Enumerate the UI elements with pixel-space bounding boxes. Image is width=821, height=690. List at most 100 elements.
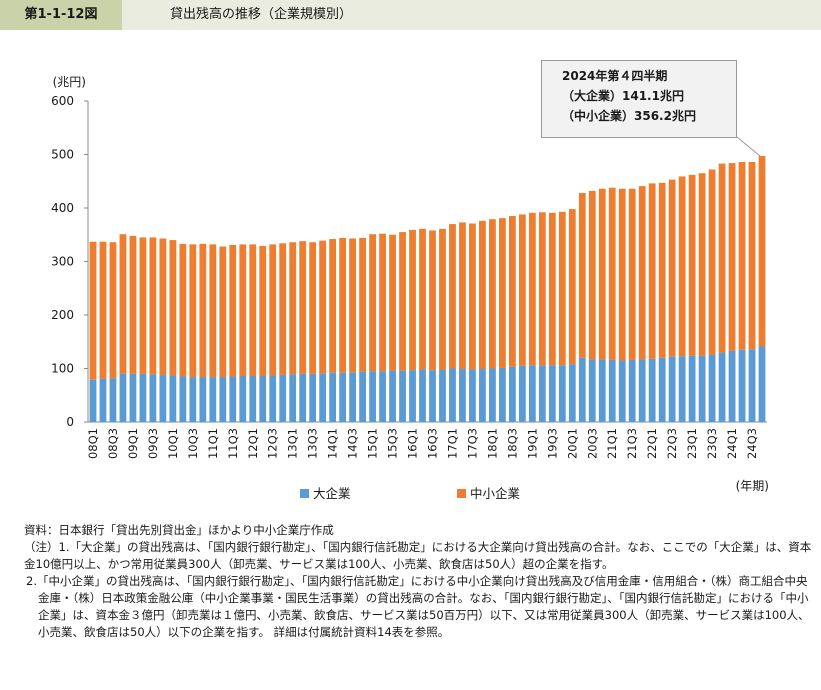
bar-sme [379,233,386,372]
x-tick-label: 12Q1 [246,428,260,459]
bar-sme [598,188,606,360]
bar-large-enterprise [309,373,317,422]
x-tick-label: 21Q1 [605,428,619,459]
bar-sme [658,182,666,358]
bar-large-enterprise [578,357,586,422]
x-tick-label: 24Q3 [745,428,759,459]
x-tick-label: 21Q3 [625,428,639,459]
legend-label: 大企業 [313,486,351,501]
callout-large: （大企業）141.1兆円 [562,89,684,103]
bar-large-enterprise [229,376,237,422]
bar-large-enterprise [528,365,536,422]
bar-large-enterprise [658,357,666,422]
bar-sme [419,228,426,370]
x-tick-label: 24Q1 [725,428,739,459]
bar-sme [289,242,297,375]
bar-sme [618,188,626,361]
bar-sme [548,212,556,366]
x-tick-label: 08Q1 [86,428,100,459]
bar-sme [159,238,167,375]
bar-large-enterprise [339,372,347,422]
x-tick-label: 14Q3 [346,428,360,459]
bar-large-enterprise [249,375,257,422]
bar-large-enterprise [518,365,526,422]
latest-value-callout: 2024年第４四半期 （大企業）141.1兆円 （中小企業）356.2兆円 [541,60,737,138]
bar-sme [119,234,127,374]
bar-sme [229,244,237,377]
y-tick-label: 100 [51,362,74,376]
x-tick-label: 17Q1 [445,428,459,459]
bar-large-enterprise [678,356,686,422]
x-tick-label: 14Q1 [326,428,340,459]
bar-large-enterprise [648,358,656,422]
bar-large-enterprise [588,359,596,422]
bar-large-enterprise [538,365,546,422]
bar-sme [568,209,576,365]
bar-large-enterprise [199,377,207,422]
bar-sme [259,245,267,376]
bar-sme [399,232,406,371]
bar-sme [139,237,147,374]
bar-large-enterprise [289,374,297,422]
bar-sme [369,234,376,372]
bar-sme [459,222,466,370]
bar-large-enterprise [129,373,137,422]
bar-sme [239,244,247,376]
bar-large-enterprise [568,364,576,422]
bar-sme [149,237,157,375]
bar-large-enterprise [558,365,566,422]
bar-sme [518,214,526,366]
bar-large-enterprise [159,374,167,422]
bar-large-enterprise [109,378,117,422]
callout-pointer [736,136,761,157]
bar-large-enterprise [169,375,177,422]
bar-large-enterprise [139,373,147,422]
x-tick-label: 12Q3 [266,428,280,459]
bar-sme [189,244,197,378]
bar-large-enterprise [149,374,157,422]
bar-large-enterprise [708,354,716,422]
x-tick-label: 13Q1 [286,428,300,459]
x-axis-unit: (年期) [736,479,769,493]
bar-large-enterprise [329,372,337,422]
bar-sme [179,243,187,377]
bar-sme [99,241,107,379]
y-tick-label: 400 [51,201,74,215]
bar-large-enterprise [259,375,267,422]
legend-swatch [300,489,309,498]
bar-sme [339,237,347,373]
bar-sme [708,169,716,355]
bar-large-enterprise [379,371,386,422]
bar-sme [209,244,217,378]
bar-large-enterprise [349,372,357,422]
bar-large-enterprise [498,367,506,422]
bar-sme [698,173,706,356]
bar-large-enterprise [409,370,416,422]
x-tick-label: 23Q1 [685,428,699,459]
bar-sme [319,240,327,374]
bar-large-enterprise [718,352,726,422]
bar-sme [349,238,357,373]
bar-sme [638,186,646,360]
bar-large-enterprise [668,356,676,422]
bar-large-enterprise [389,370,396,422]
bar-large-enterprise [489,368,496,422]
y-tick-label: 200 [51,308,74,322]
bar-sme [129,235,137,374]
bar-large-enterprise [209,377,217,422]
bar-sme [409,229,416,371]
bar-large-enterprise [269,375,277,422]
bar-large-enterprise [99,378,107,422]
y-tick-label: 0 [66,415,74,429]
bar-large-enterprise [439,369,446,422]
bar-sme [628,188,636,360]
x-tick-label: 20Q1 [565,428,579,459]
x-tick-label: 19Q3 [545,428,559,459]
figure-number: 第1-1-12図 [0,0,122,30]
y-tick-label: 500 [51,148,74,162]
stacked-bar-chart: 0 100 200 300 400 500 600 (兆円) 08Q1 08Q3 09Q1 09Q3 1… [51,75,769,501]
bar-sme [279,243,287,375]
bar-sme [748,161,756,350]
bar-large-enterprise [89,379,97,422]
bar-sme [109,242,117,379]
